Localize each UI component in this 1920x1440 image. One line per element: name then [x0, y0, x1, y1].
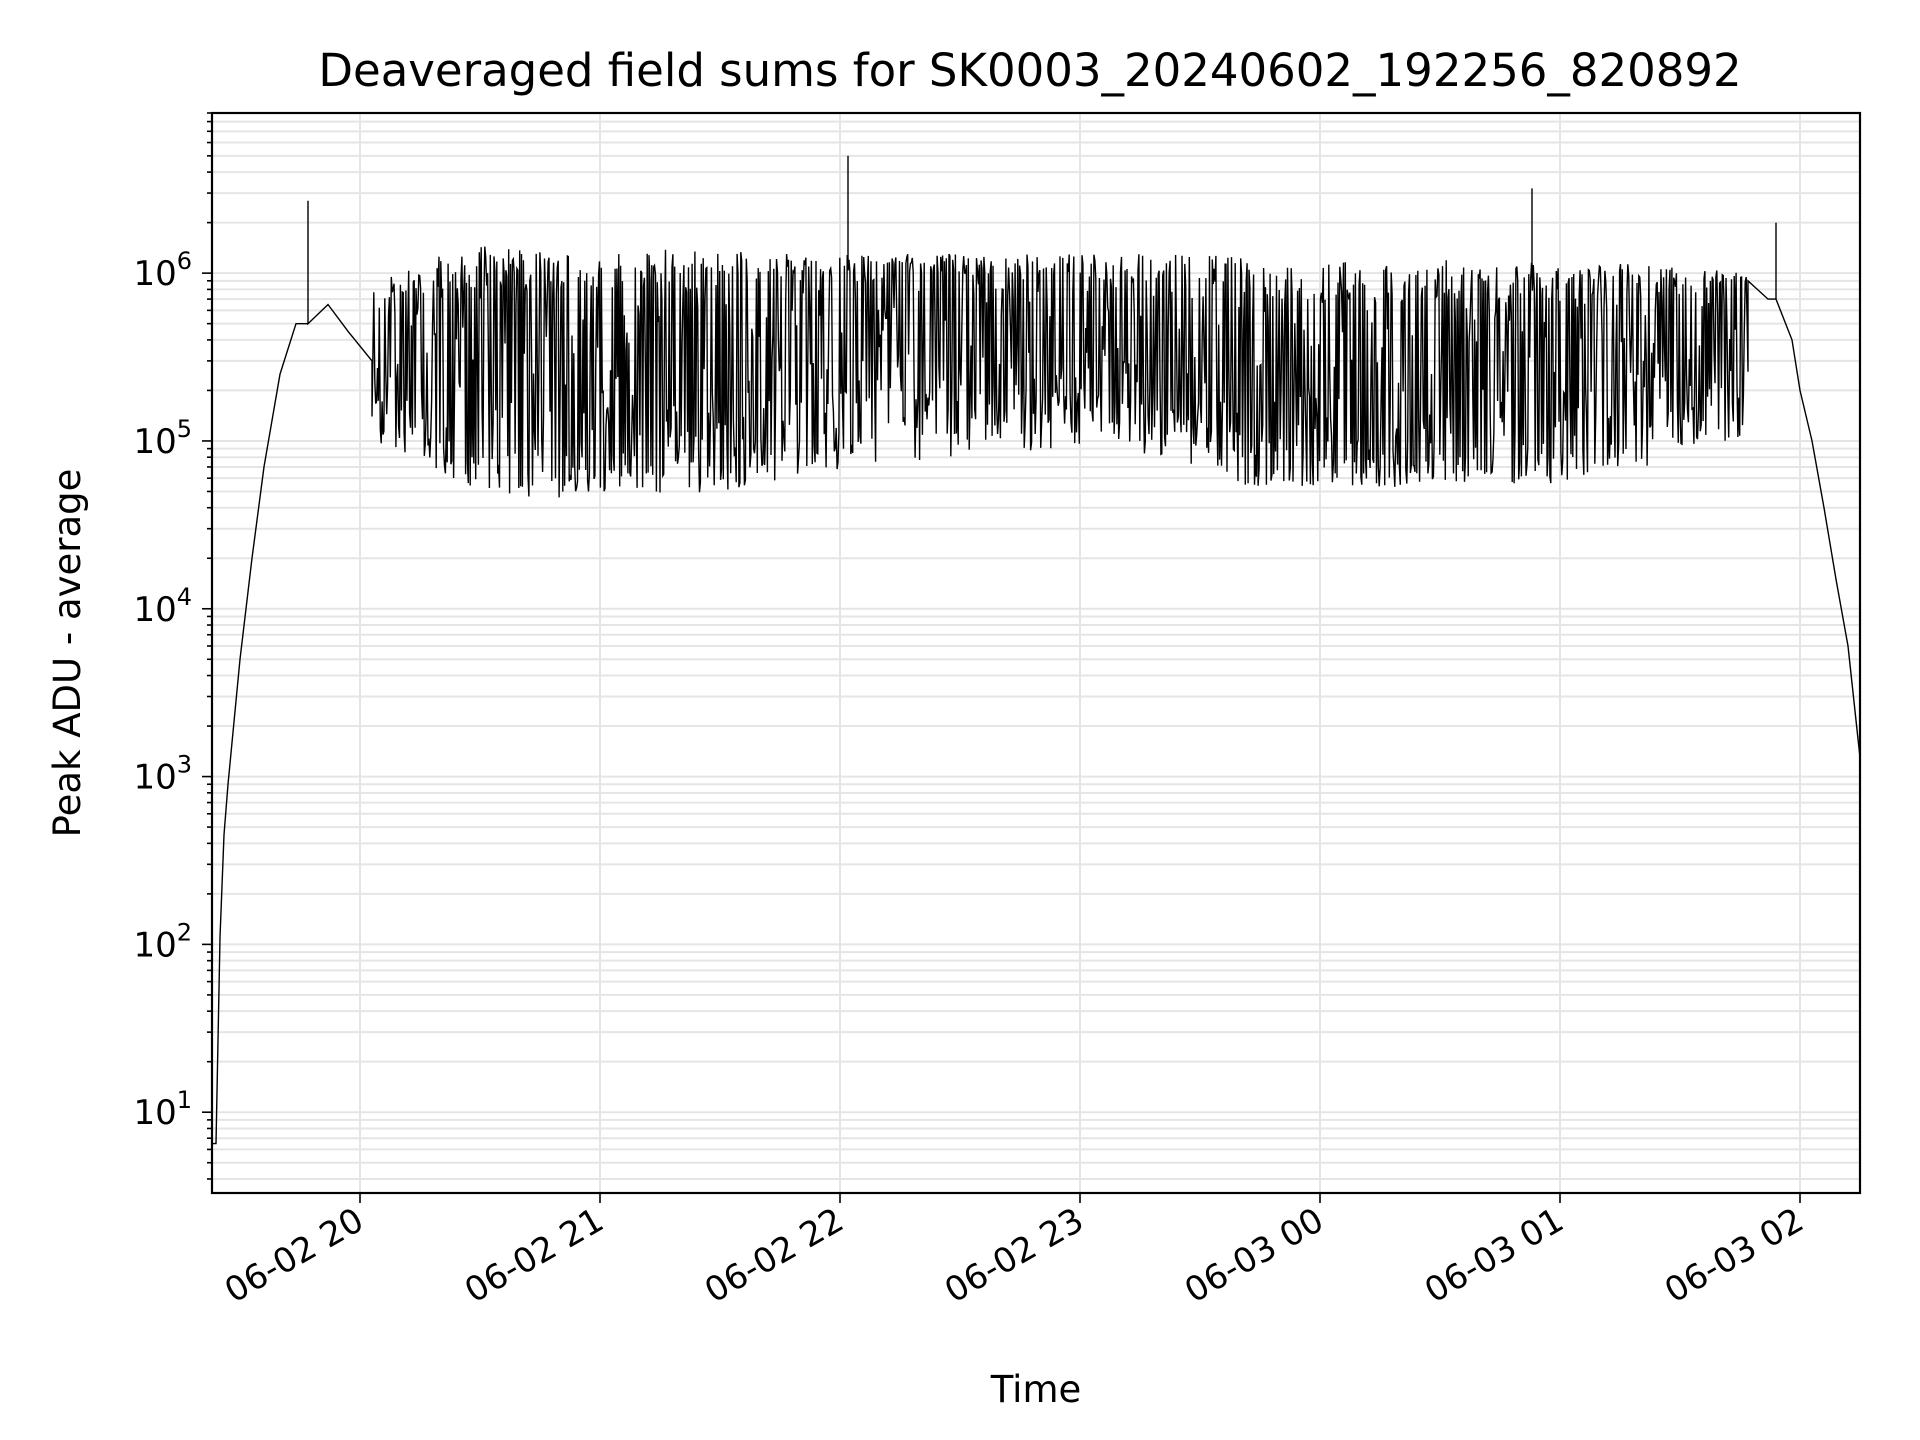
chart-title: Deaveraged field sums for SK0003_2024060… — [318, 44, 1741, 97]
plot-frame — [210, 111, 1862, 1195]
y-axis: 101 102 103 104 105 106 — [133, 112, 212, 1180]
data-series — [212, 155, 1861, 1145]
y-tick-label: 104 — [133, 583, 192, 630]
series-line — [212, 155, 1861, 1145]
y-tick-label: 102 — [133, 918, 192, 965]
y-tick-label: 101 — [133, 1086, 192, 1133]
y-tick-label: 106 — [133, 247, 192, 294]
y-axis-title: Peak ADU - average — [46, 469, 89, 838]
y-tick-label: 103 — [133, 751, 192, 798]
y-tick-label: 105 — [133, 415, 192, 462]
x-axis-title: Time — [990, 1368, 1082, 1411]
